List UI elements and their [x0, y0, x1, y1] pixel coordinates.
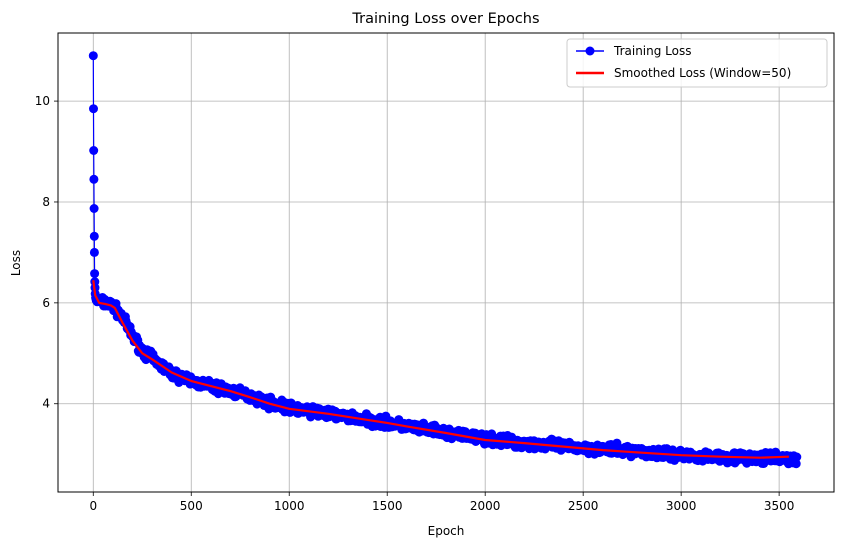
y-tick-label: 4	[42, 397, 50, 411]
legend-label-smoothed-loss: Smoothed Loss (Window=50)	[614, 66, 791, 80]
x-tick-label: 3000	[666, 499, 697, 513]
series-smoothed-loss	[92, 280, 789, 459]
plot-frame	[57, 32, 835, 493]
smoothed-loss-line	[92, 280, 789, 459]
y-tick-label: 6	[42, 296, 50, 310]
training-loss-point	[89, 231, 99, 241]
y-tick-label: 10	[35, 94, 50, 108]
grid	[58, 33, 834, 492]
x-tick-label: 3500	[764, 499, 795, 513]
x-tick-label: 2000	[470, 499, 501, 513]
training-loss-point	[89, 247, 99, 257]
x-tick-label: 1500	[372, 499, 403, 513]
axis-ticks: 0 500 1000 1500 2000 2500 3000 3500 4 6 8 10	[35, 94, 795, 513]
training-loss-point	[792, 452, 802, 462]
x-tick-label: 500	[180, 499, 203, 513]
y-axis-label: Loss	[9, 250, 23, 276]
legend-label-training-loss: Training Loss	[613, 44, 691, 58]
x-tick-label: 2500	[568, 499, 599, 513]
x-axis-label: Epoch	[428, 524, 465, 538]
legend: Training Loss Smoothed Loss (Window=50)	[566, 38, 828, 88]
x-tick-label: 1000	[274, 499, 305, 513]
training-loss-point	[89, 146, 99, 155]
y-tick-label: 8	[42, 195, 50, 209]
training-loss-point	[89, 104, 98, 114]
chart-title: Training Loss over Epochs	[351, 11, 539, 27]
x-tick-label: 0	[89, 499, 97, 513]
training-loss-point	[89, 174, 99, 184]
training-loss-point	[89, 204, 99, 213]
training-loss-point	[90, 269, 100, 279]
training-loss-point	[88, 51, 98, 61]
training-loss-point	[791, 459, 801, 469]
legend-marker-training-loss	[585, 46, 595, 56]
legend-box	[566, 38, 828, 88]
